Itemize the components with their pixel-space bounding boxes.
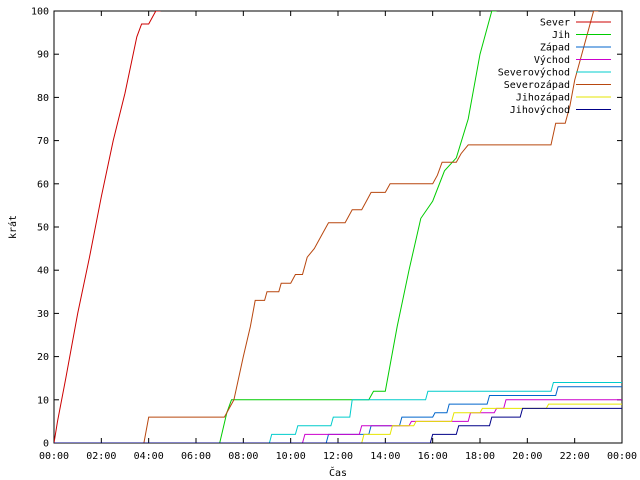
- series-line-sever: [54, 11, 161, 443]
- legend-label: Severovýchod: [498, 67, 570, 79]
- x-tick-label: 22:00: [560, 451, 590, 462]
- y-tick-label: 80: [37, 93, 49, 104]
- y-tick-label: 10: [37, 395, 49, 406]
- x-tick-label: 18:00: [465, 451, 495, 462]
- x-tick-label: 02:00: [86, 451, 116, 462]
- series-line-jihozápad: [54, 403, 622, 443]
- y-tick-label: 0: [43, 439, 49, 450]
- series-line-jih: [54, 11, 497, 443]
- x-axis-label: Čas: [329, 466, 347, 479]
- y-tick-label: 50: [37, 223, 49, 234]
- x-tick-label: 08:00: [228, 451, 258, 462]
- legend-label: Jihozápad: [516, 92, 570, 104]
- y-tick-label: 100: [31, 7, 49, 18]
- y-tick-label: 20: [37, 352, 49, 363]
- legend-label: Jihovýchod: [510, 104, 570, 116]
- y-tick-label: 40: [37, 266, 49, 277]
- legend-label: Severozápad: [504, 79, 570, 91]
- x-tick-label: 04:00: [134, 451, 164, 462]
- x-tick-label: 14:00: [370, 451, 400, 462]
- legend-label: Východ: [534, 54, 570, 66]
- y-tick-label: 90: [37, 50, 49, 61]
- y-tick-label: 70: [37, 136, 49, 147]
- series-line-jihovýchod: [54, 407, 622, 443]
- x-tick-label: 00:00: [607, 451, 637, 462]
- x-tick-label: 20:00: [512, 451, 542, 462]
- series-line-severozápad: [54, 11, 599, 443]
- legend-label: Jih: [552, 30, 570, 41]
- legend-label: Západ: [540, 42, 570, 54]
- x-tick-label: 10:00: [276, 451, 306, 462]
- series-line-severovýchod: [54, 382, 622, 443]
- series-line-východ: [54, 399, 622, 443]
- y-tick-label: 30: [37, 309, 49, 320]
- x-tick-label: 06:00: [181, 451, 211, 462]
- x-tick-label: 00:00: [39, 451, 69, 462]
- x-tick-label: 12:00: [323, 451, 353, 462]
- y-tick-label: 60: [37, 179, 49, 190]
- legend-label: Sever: [540, 18, 570, 29]
- x-tick-label: 16:00: [418, 451, 448, 462]
- y-axis-label: krát: [7, 215, 19, 239]
